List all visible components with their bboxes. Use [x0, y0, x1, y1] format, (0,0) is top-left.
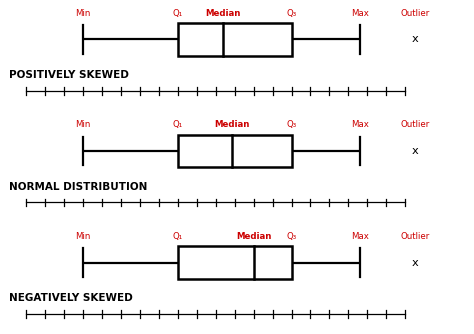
Text: Min: Min: [75, 120, 91, 129]
Text: NEGATIVELY SKEWED: NEGATIVELY SKEWED: [9, 293, 133, 303]
Text: x: x: [411, 258, 418, 268]
Bar: [178, 246, 292, 279]
Text: Median: Median: [215, 120, 250, 129]
Text: Min: Min: [75, 9, 91, 17]
Text: x: x: [411, 146, 418, 156]
Text: Outlier: Outlier: [400, 232, 429, 240]
Text: Median: Median: [205, 9, 240, 17]
Text: Outlier: Outlier: [400, 120, 429, 129]
Text: Q₃: Q₃: [286, 120, 297, 129]
Text: POSITIVELY SKEWED: POSITIVELY SKEWED: [9, 70, 129, 80]
Bar: [178, 135, 292, 167]
Text: Q₃: Q₃: [286, 9, 297, 17]
Bar: [178, 23, 292, 56]
Text: Max: Max: [351, 9, 369, 17]
Text: Q₁: Q₁: [173, 120, 183, 129]
Text: Q₁: Q₁: [173, 9, 183, 17]
Text: Q₁: Q₁: [173, 232, 183, 240]
Text: Q₃: Q₃: [286, 232, 297, 240]
Text: Median: Median: [236, 232, 271, 240]
Text: Max: Max: [351, 120, 369, 129]
Text: Outlier: Outlier: [400, 9, 429, 17]
Text: Min: Min: [75, 232, 91, 240]
Text: x: x: [411, 34, 418, 44]
Text: Max: Max: [351, 232, 369, 240]
Text: NORMAL DISTRIBUTION: NORMAL DISTRIBUTION: [9, 182, 148, 192]
